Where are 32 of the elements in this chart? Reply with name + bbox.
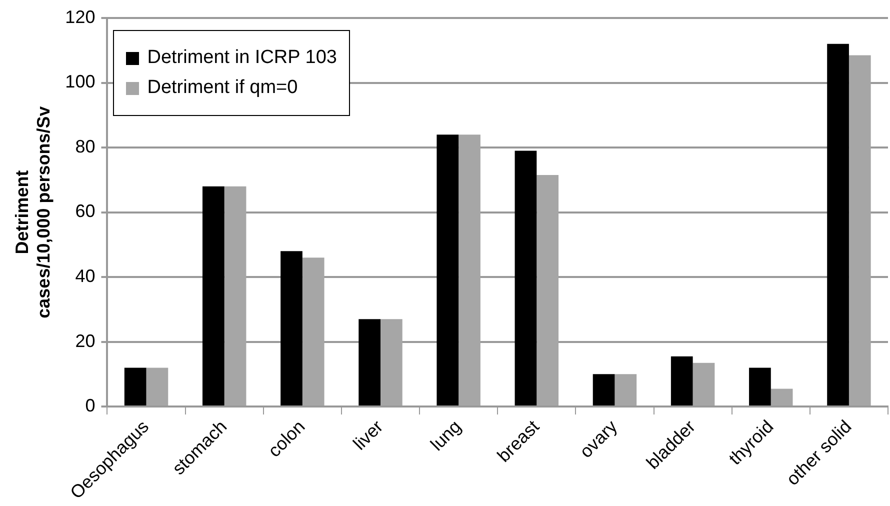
bar [146,368,168,406]
bar [124,368,146,406]
y-tick-label: 80 [75,136,96,156]
x-tick-label: lung [426,416,465,455]
y-tick-label: 40 [75,266,96,286]
bar [302,258,324,406]
bar [770,388,793,406]
y-tick-label: 0 [85,396,96,416]
bar [614,374,637,406]
bar [458,134,480,406]
y-tick-label: 120 [65,6,96,27]
bar [536,175,559,406]
bar [692,362,715,406]
x-tick-label: liver [349,416,387,454]
bar [592,374,615,406]
bar [380,319,402,406]
bar [224,186,246,406]
y-axis-title: Detriment cases/10,000 persons/Sv [12,106,54,318]
bar [280,251,302,406]
bar [514,150,537,406]
bar [670,356,693,406]
legend-label: Detriment in ICRP 103 [147,47,337,69]
y-tick-label: 20 [75,330,96,351]
bar [827,44,849,406]
y-tick-label: 100 [65,72,96,92]
y-tick-label: 60 [75,201,96,222]
bar [202,186,224,406]
bar [436,134,459,406]
bar [848,55,871,406]
bar [358,319,380,406]
legend-label: Detriment if qm=0 [147,77,298,99]
bar [749,368,771,406]
